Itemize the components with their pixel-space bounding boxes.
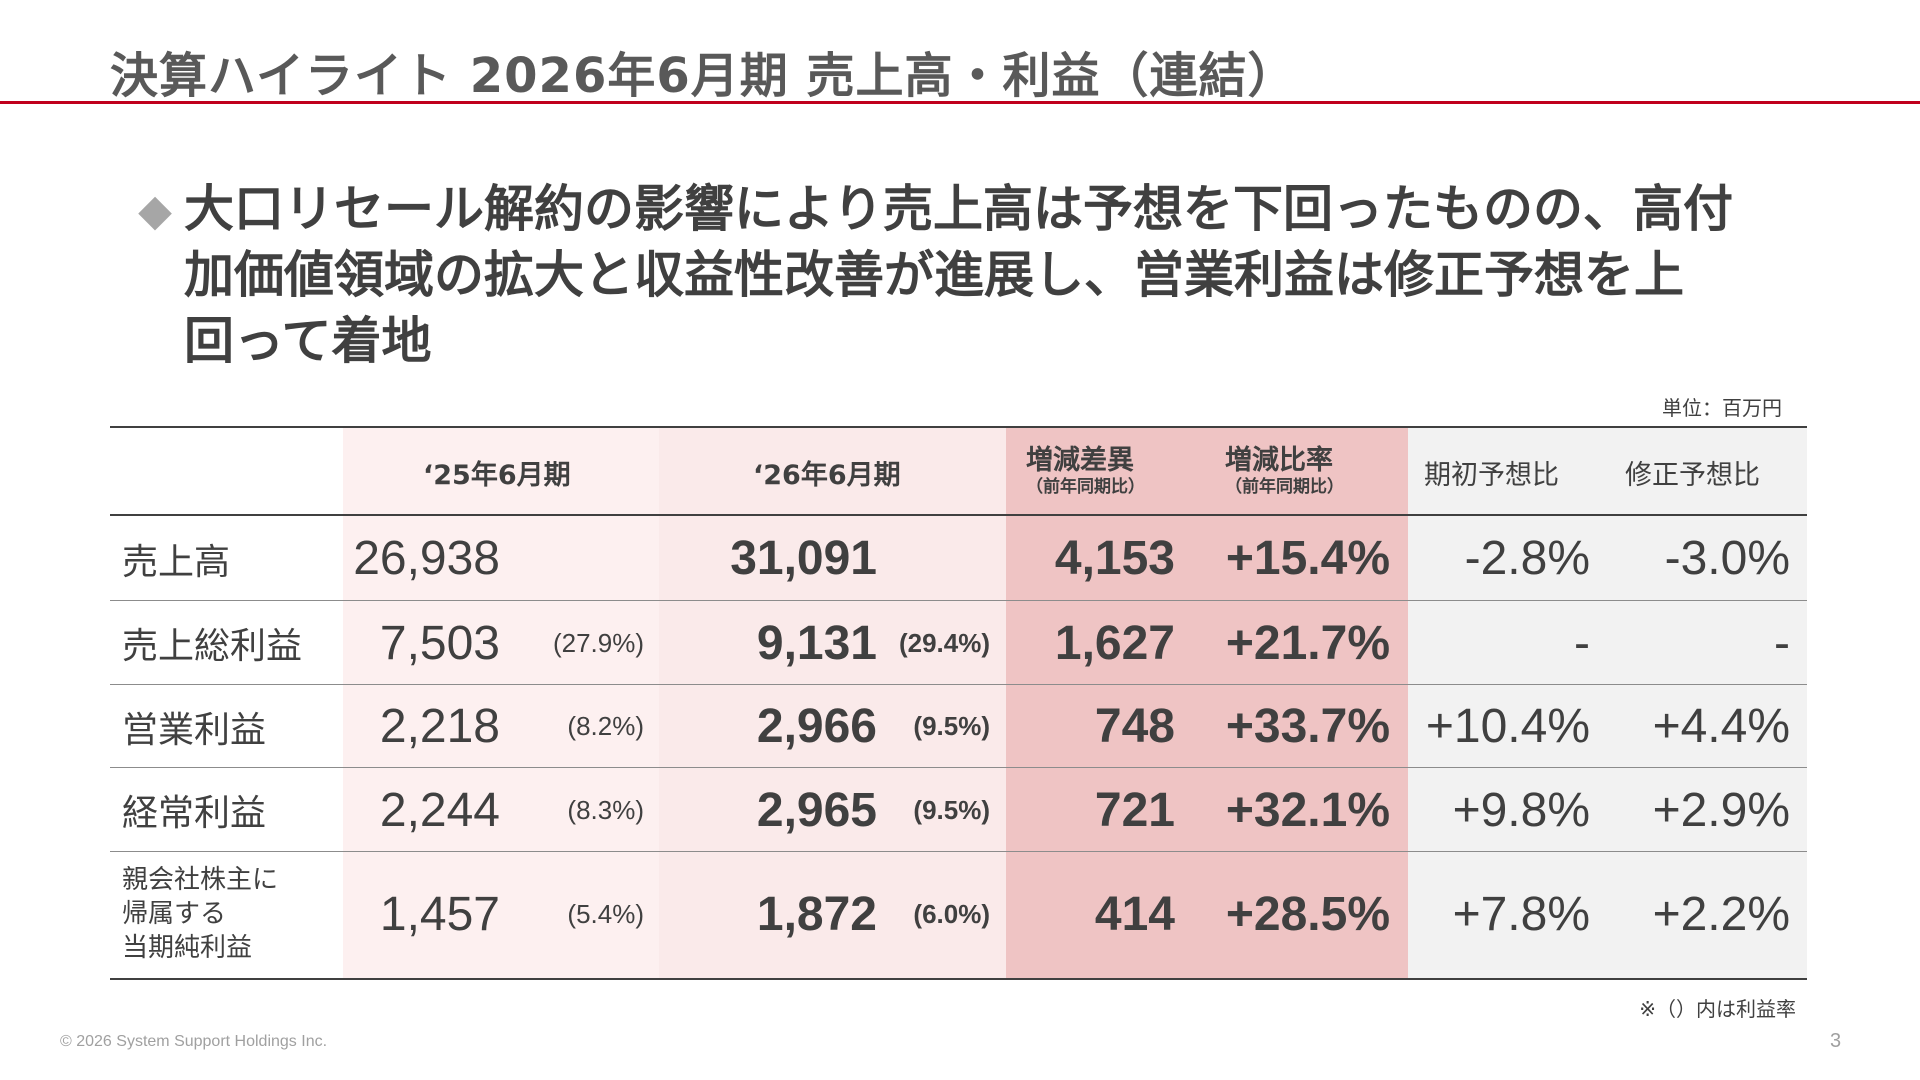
diff-value: 1,627 [1054, 616, 1175, 670]
ratio-value: +15.4% [1225, 532, 1390, 585]
vs-revised-value: - [1774, 616, 1790, 670]
table-row: 売上総利益 7,503 (27.9%) 9,131 (29.4%) 1,627 … [110, 601, 1807, 685]
diff-value: 4,153 [1054, 532, 1175, 585]
fy26-value: 1,872 [756, 887, 877, 941]
change-columns-bg [1006, 428, 1408, 978]
fy26-margin: (6.0%) [913, 898, 990, 929]
row-label: 経常利益 [122, 793, 267, 834]
row-label: 親会社株主に 帰属する 当期純利益 [122, 852, 278, 976]
ratio-value: +28.5% [1225, 887, 1390, 941]
page-number: 3 [1830, 1030, 1842, 1052]
vs-initial-value: +9.8% [1452, 783, 1590, 837]
row-label: 売上高 [122, 541, 231, 583]
header-vs-revised: 修正予想比 [1625, 459, 1760, 491]
fy26-value: 31,091 [730, 532, 877, 585]
vs-revised-value: +2.2% [1652, 887, 1790, 941]
fy25-value: 26,938 [353, 532, 500, 585]
fy25-value: 2,218 [379, 700, 500, 753]
fy26-margin: (29.4%) [898, 627, 990, 658]
diff-value: 414 [1094, 887, 1175, 941]
fy25-margin: (5.4%) [567, 898, 644, 929]
fy26-column-bg [659, 428, 1006, 978]
fy25-value: 7,503 [379, 616, 500, 670]
fy26-value: 2,966 [756, 700, 877, 753]
row-label: 売上総利益 [122, 626, 303, 667]
row-label-line-1: 親会社株主に [122, 865, 279, 895]
fy26-margin: (9.5%) [913, 794, 990, 825]
headline: ◆ 大口リセール解約の影響により売上高は予想を下回ったものの、高付 加価値領域の… [130, 176, 1830, 374]
row-label-line-2: 帰属する [122, 899, 227, 929]
fy25-margin: (8.3%) [567, 794, 644, 825]
headline-line-2: 加価値領域の拡大と収益性改善が進展し、営業利益は修正予想を上 [184, 246, 1684, 304]
forecast-columns-bg [1408, 428, 1807, 978]
fy25-column-bg [343, 428, 659, 978]
diff-value: 748 [1094, 700, 1175, 753]
header-ratio-sub: （前年同期比） [1225, 477, 1344, 497]
ratio-value: +33.7% [1225, 700, 1390, 753]
slide-title: 決算ハイライト 2026年6月期 売上高・利益（連結） [110, 48, 1297, 104]
table-row: 売上高 26,938 31,091 4,153 +15.4% -2.8% -3.… [110, 516, 1807, 601]
unit-note: 単位：百万円 [1662, 396, 1782, 420]
table-row: 親会社株主に 帰属する 当期純利益 1,457 (5.4%) 1,872 (6.… [110, 852, 1807, 976]
header-fy25: ‘25年6月期 [423, 459, 571, 491]
fy26-value: 2,965 [756, 783, 877, 837]
row-label: 営業利益 [122, 709, 267, 751]
fy26-value: 9,131 [756, 616, 877, 670]
ratio-value: +32.1% [1225, 783, 1390, 837]
diamond-bullet-icon: ◆ [138, 185, 172, 236]
table-row: 営業利益 2,218 (8.2%) 2,966 (9.5%) 748 +33.7… [110, 685, 1807, 768]
fy25-margin: (8.2%) [567, 711, 644, 741]
copyright: © 2026 System Support Holdings Inc. [60, 1033, 328, 1050]
vs-initial-value: +10.4% [1425, 700, 1590, 753]
vs-initial-value: -2.8% [1464, 532, 1590, 585]
header-diff-label: 増減差異 [1026, 445, 1134, 476]
vs-revised-value: +4.4% [1652, 700, 1790, 753]
vs-revised-value: +2.9% [1652, 783, 1790, 837]
ratio-value: +21.7% [1225, 616, 1390, 670]
header-vs-initial: 期初予想比 [1424, 459, 1559, 491]
title-underline [0, 101, 1920, 104]
vs-initial-value: - [1574, 616, 1590, 670]
diff-value: 721 [1094, 783, 1175, 837]
header-ratio: 増減比率 （前年同期比） [1225, 428, 1344, 516]
headline-line-3: 回って着地 [184, 312, 432, 370]
fy25-margin: (27.9%) [552, 627, 644, 658]
header-fy26: ‘26年6月期 [753, 459, 901, 491]
fy25-value: 1,457 [379, 887, 500, 941]
header-diff: 増減差異 （前年同期比） [1026, 428, 1145, 516]
fy25-value: 2,244 [379, 783, 500, 837]
table-row: 経常利益 2,244 (8.3%) 2,965 (9.5%) 721 +32.1… [110, 768, 1807, 852]
vs-initial-value: +7.8% [1452, 887, 1590, 941]
margin-footnote: ※（）内は利益率 [1639, 997, 1796, 1021]
fy26-margin: (9.5%) [913, 711, 990, 741]
vs-revised-value: -3.0% [1664, 532, 1790, 585]
header-ratio-label: 増減比率 [1225, 445, 1333, 476]
table-header-row: ‘25年6月期 ‘26年6月期 増減差異 （前年同期比） 増減比率 （前年同期比… [110, 428, 1807, 516]
row-label-line-3: 当期純利益 [122, 933, 253, 963]
header-diff-sub: （前年同期比） [1026, 477, 1145, 497]
headline-line-1: 大口リセール解約の影響により売上高は予想を下回ったものの、高付 [184, 180, 1733, 238]
results-table: ‘25年6月期 ‘26年6月期 増減差異 （前年同期比） 増減比率 （前年同期比… [110, 426, 1807, 980]
